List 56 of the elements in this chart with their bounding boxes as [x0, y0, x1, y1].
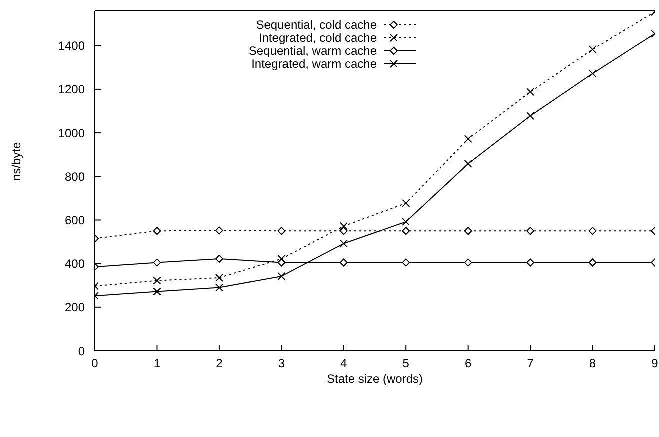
point: [526, 112, 535, 120]
point: [402, 218, 410, 226]
legend-label: Sequential, warm cache: [248, 44, 377, 58]
point: [402, 199, 410, 208]
point: [402, 258, 410, 267]
point: [215, 274, 224, 282]
point: [278, 272, 286, 280]
point: [464, 227, 472, 236]
y-tick-label: 0: [78, 344, 86, 358]
point: [464, 258, 472, 267]
point: [402, 227, 410, 236]
y-tick-label: 200: [64, 300, 86, 315]
x-tick-label: 1: [154, 356, 161, 371]
point: [340, 258, 348, 267]
point: [588, 258, 597, 267]
point: [278, 258, 286, 267]
y-tick-label: 1200: [58, 82, 86, 97]
x-tick-label: 8: [589, 356, 596, 371]
x-tick-label: 7: [527, 356, 534, 371]
point: [278, 255, 286, 264]
point: [153, 227, 162, 236]
point: [588, 227, 597, 236]
y-tick-label: 1400: [58, 39, 86, 54]
point: [526, 88, 535, 96]
x-tick-label: 4: [340, 356, 348, 371]
point: [340, 240, 348, 248]
point: [464, 135, 472, 144]
legend-label: Integrated, cold cache: [258, 30, 377, 44]
point: [526, 227, 535, 236]
y-axis-title: ns/byte: [9, 142, 24, 181]
y-tick-label: 400: [64, 257, 86, 272]
x-tick-label: 3: [278, 356, 286, 371]
point: [153, 288, 162, 296]
point: [588, 70, 597, 78]
point: [340, 227, 348, 236]
point: [464, 160, 472, 168]
legend-label: Sequential, cold cache: [256, 18, 377, 32]
x-tick-label: 0: [92, 356, 99, 371]
point: [588, 46, 597, 54]
x-tick-label: 9: [652, 356, 659, 371]
point: [153, 258, 162, 267]
point: [215, 226, 224, 235]
point: [215, 255, 224, 264]
y-tick-label: 1000: [58, 126, 86, 140]
y-tick-label: 600: [64, 213, 86, 228]
point: [153, 276, 162, 285]
x-tick-label: 2: [216, 356, 224, 371]
x-tick-label: 5: [402, 356, 410, 371]
point: [215, 284, 224, 292]
point: [278, 227, 286, 236]
point: [340, 222, 348, 230]
x-axis-title: State size (words): [326, 372, 424, 386]
point: [526, 258, 535, 267]
y-tick-label: 800: [64, 170, 86, 184]
legend-label: Integrated, warm cache: [252, 56, 377, 70]
x-tick-label: 6: [464, 356, 472, 371]
